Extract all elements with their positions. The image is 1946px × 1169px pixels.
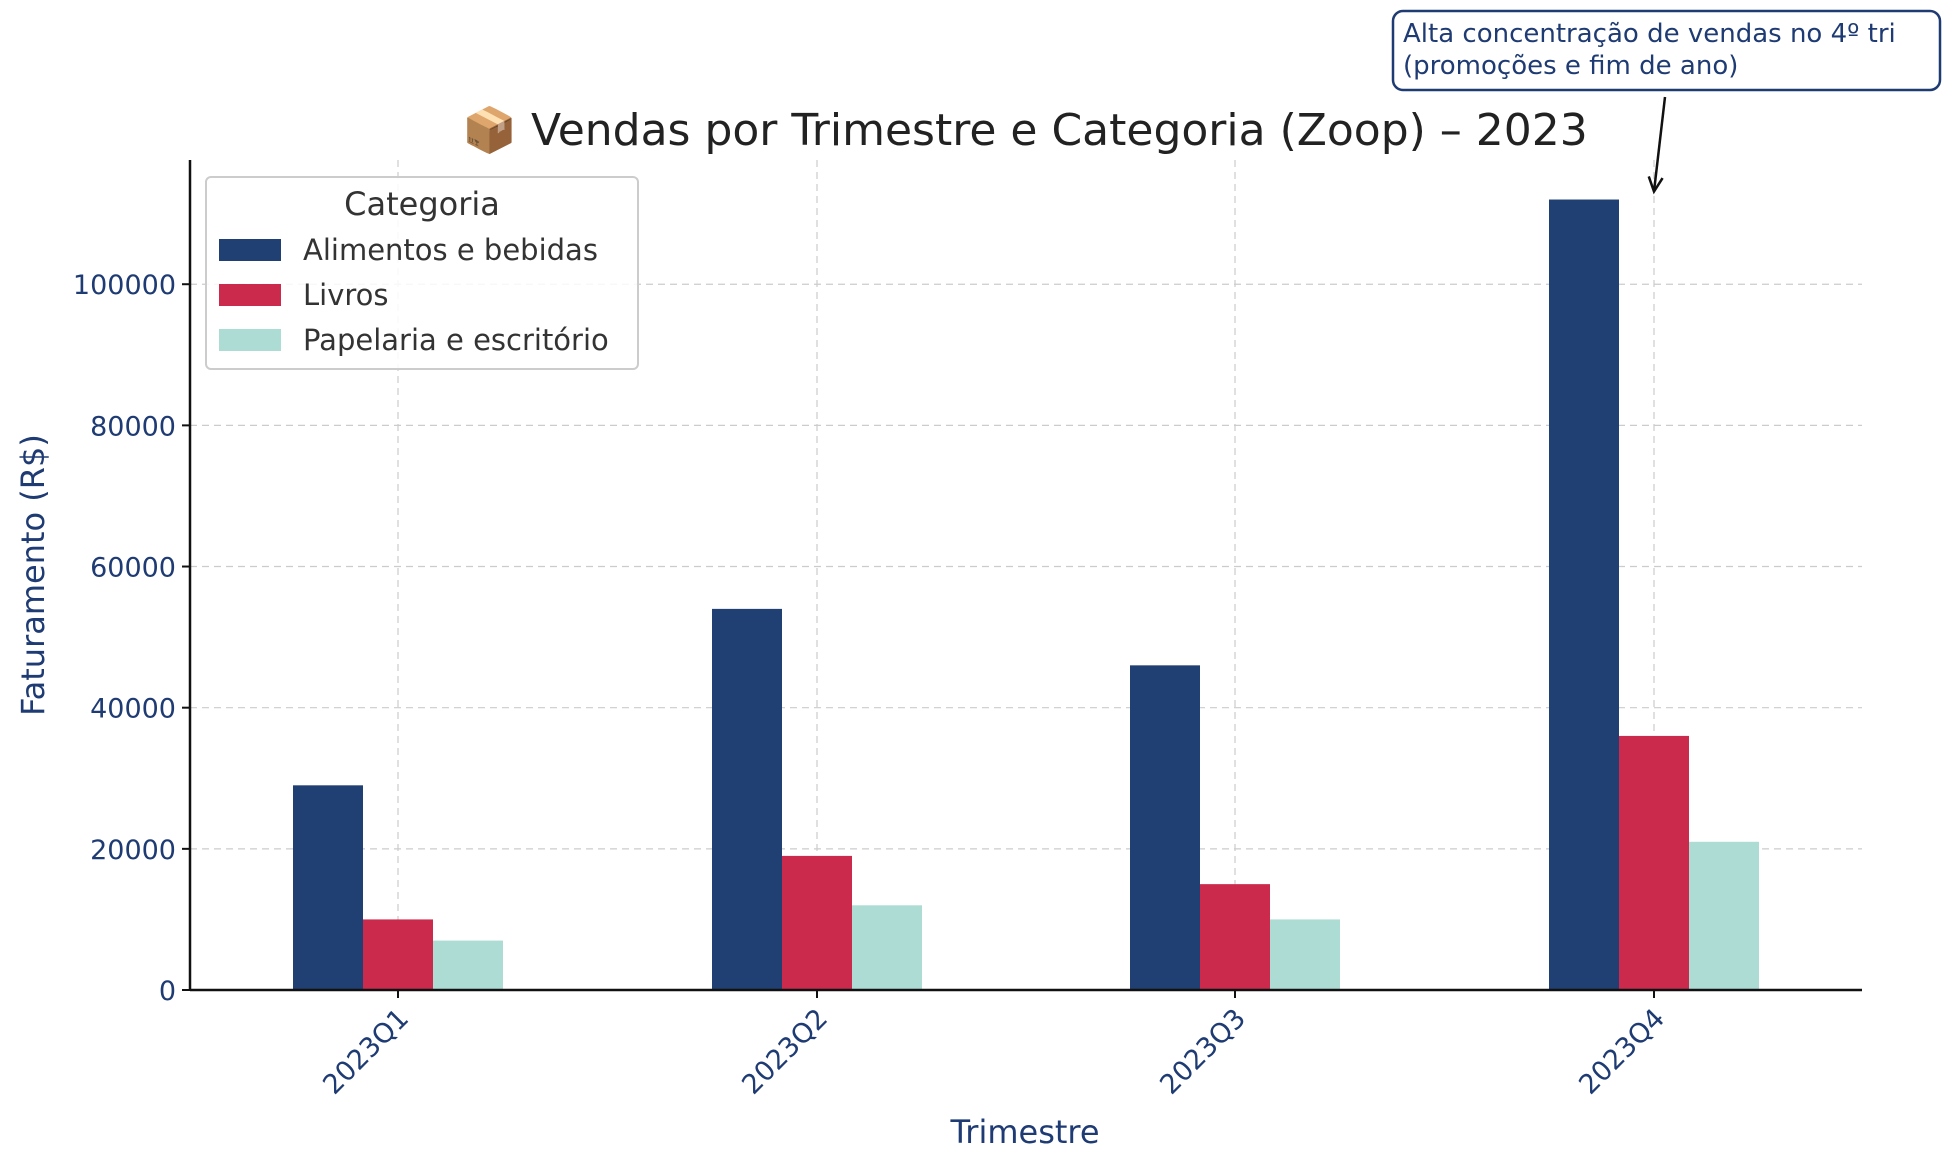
bars bbox=[293, 199, 1759, 990]
y-tick-label: 100000 bbox=[73, 270, 176, 301]
legend-label: Papelaria e escritório bbox=[303, 323, 609, 357]
y-axis-title: Faturamento (R$) bbox=[14, 434, 52, 716]
annotation-arrow bbox=[1652, 96, 1667, 192]
bar-2023Q2-series-3 bbox=[852, 905, 922, 990]
x-tick-label: 2023Q2 bbox=[736, 1003, 834, 1101]
y-axis-ticks: 0 20000 40000 60000 80000 100000 bbox=[73, 270, 190, 1007]
legend-swatch bbox=[219, 329, 281, 351]
annotation-box bbox=[1391, 9, 1942, 92]
y-tick-label: 40000 bbox=[90, 694, 176, 725]
chart-title: 📦 Vendas por Trimestre e Categoria (Zoop… bbox=[462, 105, 1588, 156]
legend-swatch bbox=[219, 239, 281, 261]
legend-entries: Alimentos e bebidas Livros Papelaria e esc… bbox=[219, 233, 609, 357]
bar-2023Q3-series-1 bbox=[1130, 665, 1200, 990]
legend-frame bbox=[205, 176, 639, 370]
y-tick-label: 80000 bbox=[90, 411, 176, 442]
bar-2023Q1-series-3 bbox=[433, 940, 503, 990]
legend-label: Livros bbox=[303, 278, 389, 312]
annotation: Alta concentração de vendas no 4º tri (p… bbox=[1391, 9, 1942, 195]
legend-title: Categoria bbox=[344, 185, 500, 223]
x-axis-title: Trimestre bbox=[949, 1113, 1099, 1151]
y-tick-label: 0 bbox=[159, 976, 176, 1007]
legend-swatch bbox=[219, 284, 281, 306]
x-tick-label: 2023Q3 bbox=[1154, 1003, 1252, 1101]
bar-2023Q2-series-2 bbox=[782, 855, 852, 990]
bar-2023Q1-series-2 bbox=[363, 919, 433, 990]
y-tick-label: 60000 bbox=[90, 553, 176, 584]
x-tick-label: 2023Q1 bbox=[317, 1003, 415, 1101]
legend: Categoria Alimentos e bebidas Livros Papel… bbox=[205, 176, 639, 370]
x-axis-ticks: 2023Q1 2023Q2 2023Q3 2023Q4 bbox=[317, 990, 1671, 1101]
x-tick-label: 2023Q4 bbox=[1573, 1003, 1671, 1101]
bar-2023Q3-series-2 bbox=[1200, 884, 1270, 990]
legend-label: Alimentos e bebidas bbox=[303, 233, 598, 267]
annotation-text-line-2: (promoções e fim de ano) bbox=[1403, 51, 1738, 81]
bar-2023Q1-series-1 bbox=[293, 785, 363, 990]
bar-2023Q3-series-3 bbox=[1270, 919, 1340, 990]
bar-2023Q2-series-1 bbox=[712, 608, 782, 990]
annotation-arrow-head bbox=[1647, 175, 1664, 195]
annotation-text-line-1: Alta concentração de vendas no 4º tri bbox=[1403, 19, 1896, 49]
y-tick-label: 20000 bbox=[90, 835, 176, 866]
bar-2023Q4-series-1 bbox=[1549, 199, 1619, 990]
bar-2023Q4-series-2 bbox=[1619, 735, 1689, 990]
bar-2023Q4-series-3 bbox=[1689, 841, 1759, 990]
